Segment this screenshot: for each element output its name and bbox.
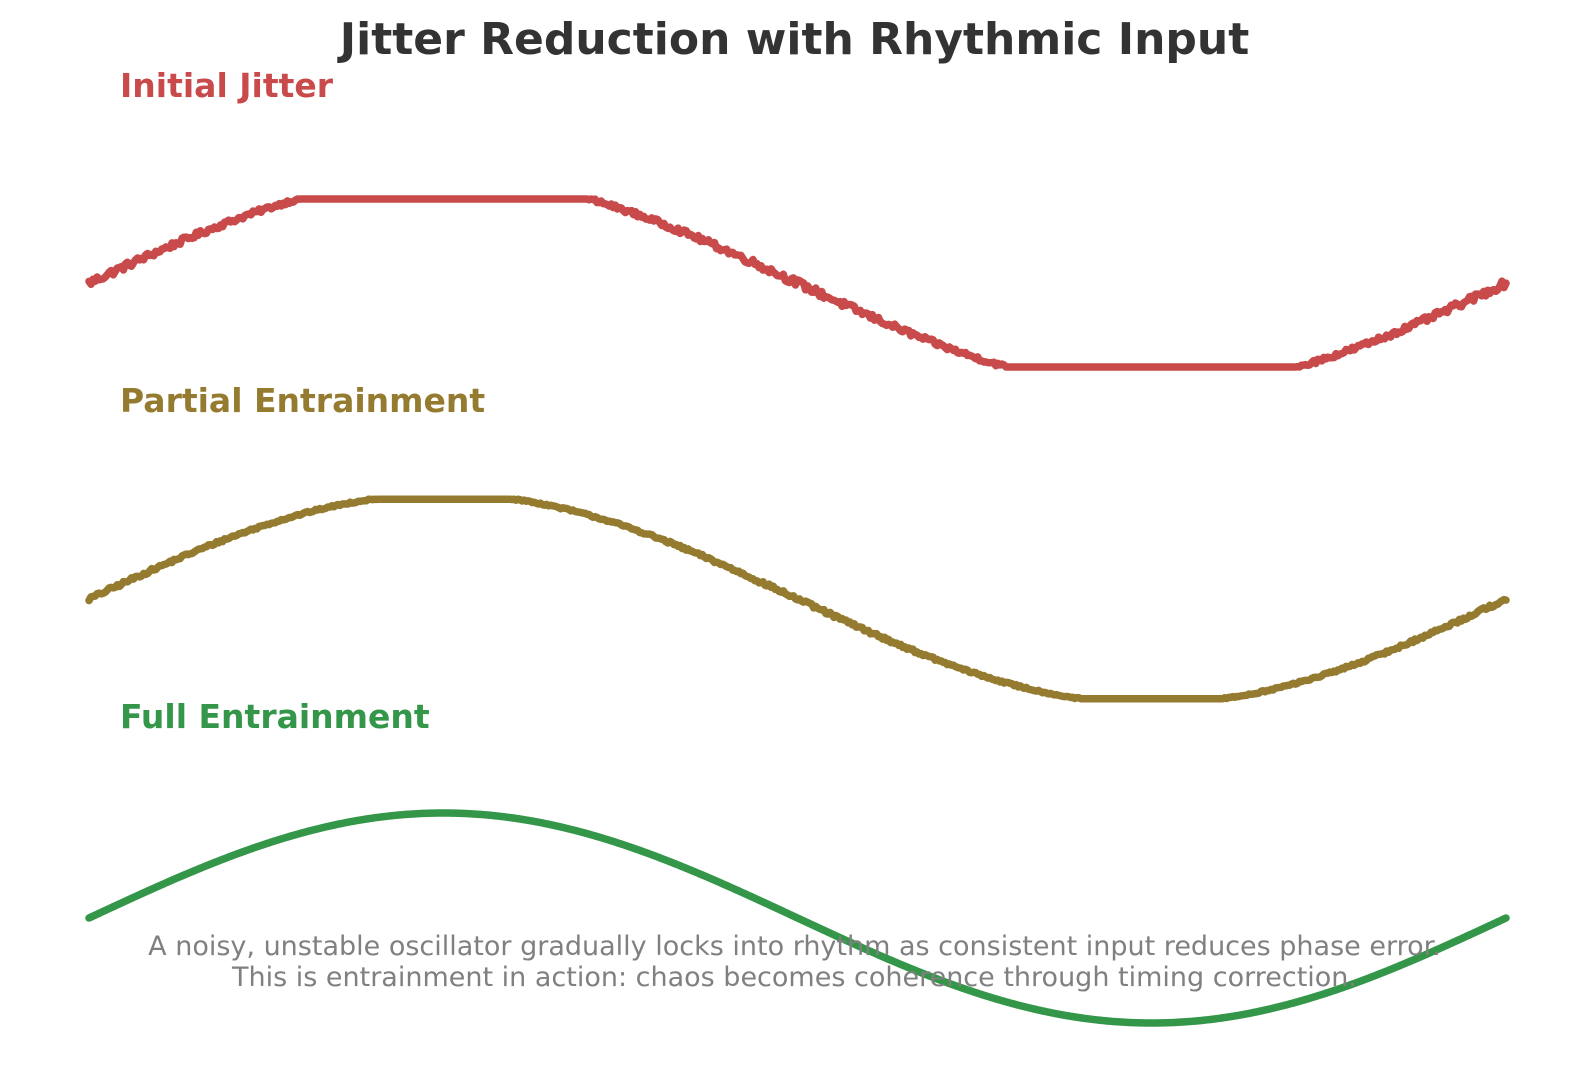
series-layer: Initial Jitter Partial Entrainment Full En… [85,66,1510,1027]
series-line-full-entrainment [85,809,1510,1027]
series-line-partial-entrainment [85,495,1510,703]
series-line-initial-jitter [85,195,1510,371]
caption: A noisy, unstable oscillator gradually l… [148,931,1441,993]
caption-line-1: A noisy, unstable oscillator gradually l… [148,931,1441,962]
series-label-initial-jitter: Initial Jitter [120,66,334,105]
chart-title: Jitter Reduction with Rhythmic Input [337,14,1250,65]
caption-line-2: This is entrainment in action: chaos bec… [231,962,1357,993]
series-label-partial-entrainment: Partial Entrainment [120,381,485,420]
series-label-full-entrainment: Full Entrainment [120,697,430,736]
